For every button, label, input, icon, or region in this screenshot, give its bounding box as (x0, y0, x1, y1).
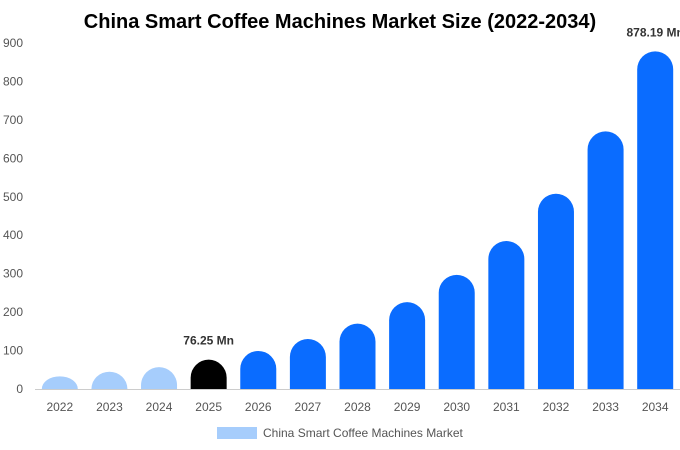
x-tick-label: 2034 (642, 400, 669, 414)
x-tick-label: 2031 (493, 400, 520, 414)
bar-2027 (289, 339, 326, 389)
x-tick-label: 2028 (344, 400, 371, 414)
y-tick-label: 700 (3, 113, 23, 127)
bars (41, 51, 674, 389)
bar-2025 (190, 359, 227, 389)
y-tick-label: 600 (3, 151, 23, 165)
bar-2033 (587, 131, 624, 389)
data-label-2034: 878.19 Mn (627, 25, 680, 39)
x-tick-label: 2030 (443, 400, 470, 414)
x-tick-label: 2024 (146, 400, 173, 414)
bar-2026 (240, 350, 277, 389)
y-tick-label: 200 (3, 305, 23, 319)
y-tick-label: 0 (16, 382, 23, 396)
y-tick-label: 900 (3, 36, 23, 50)
bar-2022 (41, 376, 78, 389)
legend-label: China Smart Coffee Machines Market (263, 426, 464, 440)
bar-2024 (141, 367, 178, 389)
x-tick-label: 2027 (295, 400, 322, 414)
x-tick-label: 2033 (592, 400, 619, 414)
x-tick-label: 2025 (195, 400, 222, 414)
y-tick-label: 300 (3, 267, 23, 281)
bar-2032 (537, 193, 574, 389)
chart-title: China Smart Coffee Machines Market Size … (84, 11, 596, 33)
bar-2030 (438, 274, 475, 389)
y-tick-label: 500 (3, 190, 23, 204)
y-axis: 0 100 200 300 400 500 600 700 800 900 (3, 36, 23, 396)
x-tick-label: 2023 (96, 400, 123, 414)
x-tick-label: 2022 (46, 400, 73, 414)
legend: China Smart Coffee Machines Market (217, 426, 464, 440)
legend-swatch (217, 427, 257, 439)
bar-2034 (637, 51, 674, 389)
bar-2029 (389, 302, 426, 389)
bar-2031 (488, 241, 525, 389)
data-labels: 76.25 Mn 878.19 Mn (183, 25, 680, 347)
y-tick-label: 800 (3, 74, 23, 88)
bar-2023 (91, 371, 128, 389)
x-tick-label: 2026 (245, 400, 272, 414)
x-axis: 2022 2023 2024 2025 2026 2027 2028 2029 2030 2031… (46, 400, 668, 414)
y-tick-label: 400 (3, 228, 23, 242)
y-tick-label: 100 (3, 344, 23, 358)
data-label-2025: 76.25 Mn (183, 334, 234, 348)
x-tick-label: 2029 (394, 400, 421, 414)
x-tick-label: 2032 (543, 400, 570, 414)
bar-2028 (339, 323, 376, 389)
